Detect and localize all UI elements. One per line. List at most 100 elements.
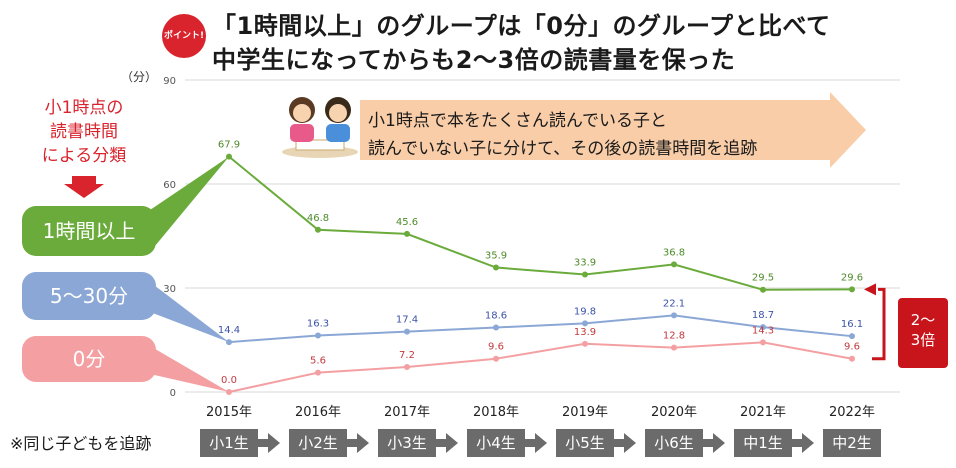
down-arrow-icon	[64, 176, 104, 198]
point-1hour-6	[760, 286, 766, 293]
point-5-30min-7	[849, 333, 855, 340]
data-label-0min-4: 13.9	[574, 327, 596, 338]
data-label-0min-7: 9.6	[844, 342, 860, 353]
legend-pill-1hour: 1時間以上	[22, 206, 156, 256]
data-label-1hour-3: 35.9	[485, 251, 507, 262]
classification-line-1: 小1時点の	[44, 98, 124, 118]
data-label-5-30min-5: 22.1	[663, 298, 685, 309]
ratio-badge: 2〜 3倍	[898, 298, 948, 368]
grade-box-4: 小5生	[556, 429, 614, 457]
x-tick-0: 2015年	[206, 405, 252, 420]
grade-box-1: 小2生	[289, 429, 347, 457]
gap-bracket	[872, 287, 886, 361]
data-label-1hour-4: 33.9	[574, 257, 596, 268]
data-label-0min-6: 14.3	[752, 325, 774, 336]
y-tick-60: 60	[163, 180, 176, 191]
data-label-1hour-1: 46.8	[307, 213, 329, 224]
grade-arrow-icon	[792, 433, 814, 453]
grade-box-5: 小6生	[645, 429, 703, 457]
grade-box-2: 小3生	[378, 429, 436, 457]
point-5-30min-3	[493, 324, 499, 331]
x-tick-6: 2021年	[740, 405, 786, 420]
classification-label: 小1時点の 読書時間 による分類	[30, 96, 138, 168]
ratio-line-1: 2〜	[910, 311, 936, 329]
point-0min-1	[315, 369, 321, 376]
title-line-2: 中学生になってからも2〜3倍の読書量を保った	[212, 46, 736, 74]
data-label-1hour-7: 29.6	[841, 272, 863, 283]
x-tick-1: 2016年	[295, 405, 341, 420]
point-0min-3	[493, 355, 499, 362]
point-1hour-4	[582, 271, 588, 278]
y-tick-0: 0	[170, 388, 176, 399]
ratio-line-2: 3倍	[910, 331, 936, 349]
classification-line-2: 読書時間	[50, 122, 118, 142]
x-tick-5: 2020年	[651, 405, 697, 420]
series-line-5-30min	[228, 314, 853, 344]
point-1hour-1	[315, 226, 321, 233]
y-tick-30: 30	[163, 284, 176, 295]
title-line-1: 「1時間以上」のグループは「0分」のグループと比べて	[212, 12, 831, 40]
point-0min-5	[671, 344, 677, 351]
data-label-5-30min-3: 18.6	[485, 311, 507, 322]
point-0min-2	[404, 364, 410, 371]
series-line-0min	[228, 341, 853, 393]
point-1hour-5	[671, 261, 677, 268]
classification-line-3: による分類	[41, 146, 127, 166]
point-0min-6	[760, 339, 766, 346]
point-5-30min-2	[404, 328, 410, 335]
callout-5-30min	[150, 282, 229, 343]
grade-arrow-icon	[703, 433, 725, 453]
data-label-5-30min-0: 14.4	[218, 325, 240, 336]
point-5-30min-4	[582, 320, 588, 327]
legend-pill-5-30min: 5〜30分	[22, 272, 156, 320]
point-badge: ポイント!	[162, 14, 206, 58]
footnote: ※同じ子どもを追跡	[10, 434, 152, 453]
data-label-5-30min-4: 19.8	[574, 306, 596, 317]
point-1hour-2	[404, 230, 410, 237]
banner-line-1: 小1時点で本をたくさん読んでいる子と	[368, 111, 667, 131]
data-label-5-30min-7: 16.1	[841, 319, 863, 330]
x-tick-7: 2022年	[829, 405, 875, 420]
children-reading-icon	[282, 97, 358, 158]
data-label-0min-0: 0.0	[221, 375, 237, 386]
grade-arrow-icon	[436, 433, 458, 453]
point-5-30min-5	[671, 312, 677, 319]
data-label-0min-5: 12.8	[663, 331, 685, 342]
legend-pill-0min: 0分	[22, 336, 156, 382]
data-label-1hour-5: 36.8	[663, 247, 685, 258]
point-0min-0	[226, 389, 232, 395]
data-label-0min-1: 5.6	[310, 356, 326, 367]
x-tick-4: 2019年	[562, 405, 608, 420]
point-0min-7	[849, 355, 855, 362]
gap-arrow-icon	[864, 283, 876, 296]
callout-1hour	[150, 156, 229, 252]
point-1hour-0	[226, 153, 232, 160]
point-5-30min-1	[315, 332, 321, 339]
y-unit-label: （分）	[121, 70, 158, 84]
data-label-5-30min-6: 18.7	[752, 310, 774, 321]
data-label-5-30min-1: 16.3	[307, 318, 329, 329]
grade-arrow-icon	[347, 433, 369, 453]
data-label-0min-2: 7.2	[399, 350, 415, 361]
grade-box-0: 小1生	[200, 429, 258, 457]
data-label-1hour-6: 29.5	[752, 273, 774, 284]
grade-arrow-icon	[614, 433, 636, 453]
grade-arrow-icon	[258, 433, 280, 453]
point-1hour-3	[493, 264, 499, 271]
y-tick-90: 90	[163, 76, 176, 87]
banner-line-2: 読んでいない子に分けて、その後の読書時間を追跡	[368, 139, 758, 159]
data-label-0min-3: 9.6	[488, 342, 504, 353]
grade-box-6: 中1生	[734, 429, 792, 457]
data-label-1hour-0: 67.9	[218, 140, 240, 151]
data-label-1hour-2: 45.6	[396, 217, 418, 228]
callout-0min	[150, 346, 229, 392]
series-line-1hour	[228, 155, 853, 291]
x-tick-2: 2017年	[384, 405, 430, 420]
banner-arrow	[360, 92, 866, 168]
x-tick-3: 2018年	[473, 405, 519, 420]
point-0min-4	[582, 340, 588, 347]
grade-arrow-icon	[525, 433, 547, 453]
point-5-30min-6	[760, 324, 766, 331]
